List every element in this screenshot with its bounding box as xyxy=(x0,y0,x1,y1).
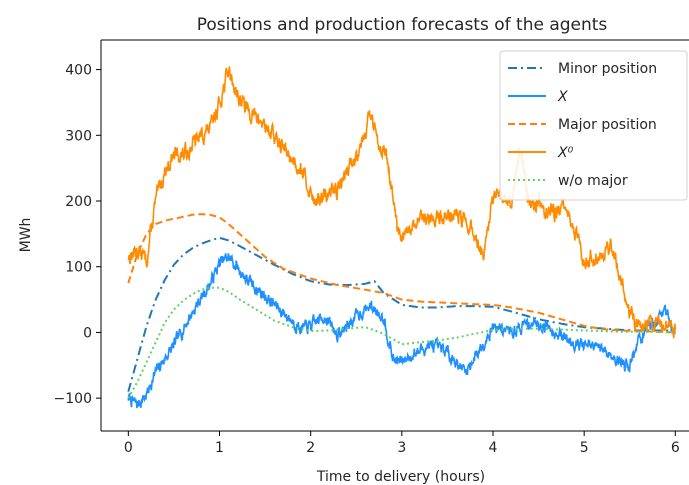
legend-label-3: Major position xyxy=(558,117,657,133)
x-tick-label: 6 xyxy=(671,440,680,456)
y-tick-label: −100 xyxy=(54,391,92,407)
y-tick-label: 300 xyxy=(65,128,92,144)
x-tick-label: 4 xyxy=(489,440,498,456)
legend-label-1: Minor position xyxy=(558,61,657,77)
legend-box xyxy=(499,50,688,201)
series-line-1 xyxy=(127,236,676,392)
x-axis-label: Time to delivery (hours) xyxy=(316,469,485,485)
x-tick-label: 3 xyxy=(397,440,406,456)
ticks-layer: 0 1 2 3 4 5 6 −100 0 100 200 300 400 xyxy=(54,63,680,456)
axes-layer xyxy=(100,39,689,432)
x-tick-label: 1 xyxy=(215,440,224,456)
x-tick-label: 2 xyxy=(306,440,315,456)
legend-label-5: w/o major xyxy=(558,173,628,189)
series-layer xyxy=(127,66,677,409)
series-line-2 xyxy=(127,253,676,409)
y-axis-label: MWh xyxy=(18,218,34,253)
legend: Minor position X Major position X⁰ w/o major xyxy=(499,50,688,201)
x-tick-label: 5 xyxy=(580,440,589,456)
legend-label-2: X xyxy=(557,89,568,105)
y-tick-label: 100 xyxy=(65,260,92,276)
chart-title: Positions and production forecasts of th… xyxy=(197,15,608,35)
series-line-3 xyxy=(127,213,676,334)
series-line-4 xyxy=(127,66,677,339)
y-tick-label: 200 xyxy=(65,194,92,210)
x-tick-label: 0 xyxy=(124,440,133,456)
y-tick-label: 400 xyxy=(65,63,92,79)
legend-label-4: X⁰ xyxy=(557,145,574,161)
y-tick-label: 0 xyxy=(83,325,92,341)
